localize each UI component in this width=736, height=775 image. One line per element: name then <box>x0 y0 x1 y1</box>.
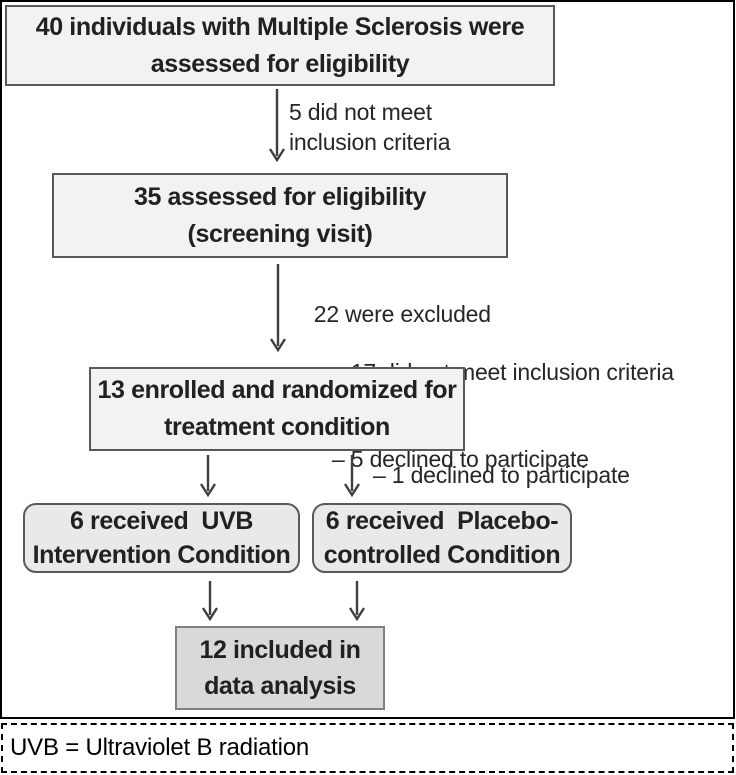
box-randomized-13: 13 enrolled and randomized for treatment… <box>89 367 465 451</box>
down-arrow-icon <box>343 455 361 497</box>
down-arrow-icon <box>268 89 286 162</box>
legend-box: UVB = Ultraviolet B radiation <box>1 723 734 773</box>
down-arrow-icon <box>348 581 366 621</box>
down-arrow-icon <box>269 264 287 352</box>
annotation-declined: – 1 declined to participate <box>373 462 630 488</box>
annotation-not-meet: 5 did not meet inclusion criteria <box>289 99 451 155</box>
annotation-excluded-title: 22 were excluded <box>313 301 491 327</box>
box-screening-35: 35 assessed for eligibility (screening v… <box>52 173 508 258</box>
down-arrow-icon <box>201 581 219 621</box>
box-assessed-40: 40 individuals with Multiple Sclerosis w… <box>5 5 555 86</box>
down-arrow-icon <box>199 455 217 497</box>
diagram-frame <box>0 0 735 719</box>
box-placebo-arm: 6 received Placebo- controlled Condition <box>312 503 572 573</box>
box-uvb-arm: 6 received UVB Intervention Condition <box>23 503 300 573</box>
legend-text: UVB = Ultraviolet B radiation <box>10 734 310 761</box>
box-analysis-12: 12 included in data analysis <box>175 626 385 710</box>
